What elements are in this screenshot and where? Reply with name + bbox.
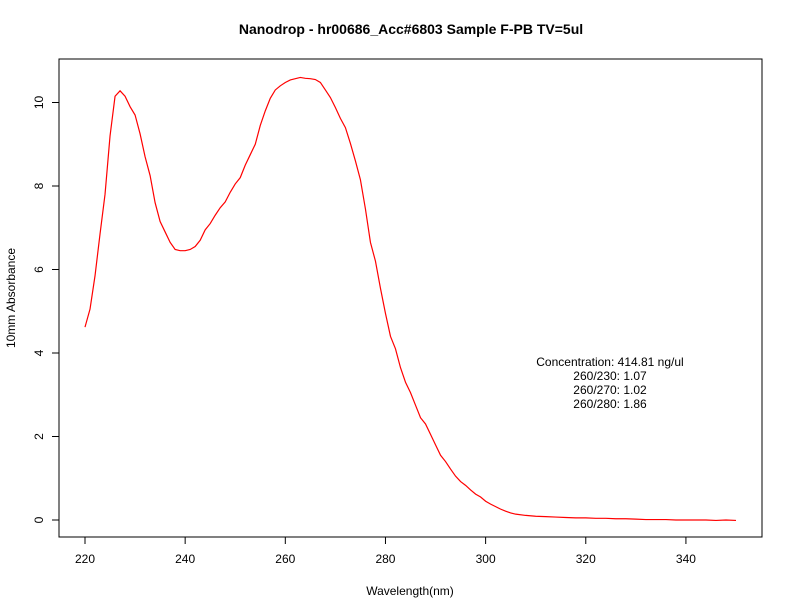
x-tick-label: 300: [476, 552, 496, 566]
x-tick-label: 340: [676, 552, 696, 566]
y-axis-label: 10mm Absorbance: [4, 248, 18, 348]
x-tick-label: 220: [75, 552, 95, 566]
y-tick-label: 6: [32, 266, 46, 273]
y-tick-label: 0: [32, 516, 46, 523]
annotation-ratio-260-270: 260/270: 1.02: [573, 383, 647, 397]
annotation-ratio-260-230: 260/230: 1.07: [573, 369, 647, 383]
x-tick-label: 240: [175, 552, 195, 566]
annotation-ratio-260-280: 260/280: 1.86: [573, 397, 647, 411]
y-tick-label: 4: [32, 349, 46, 356]
annotation-concentration: Concentration: 414.81 ng/ul: [536, 355, 683, 369]
y-axis: 0 2 4 6 8 10: [32, 96, 60, 523]
x-tick-label: 280: [375, 552, 395, 566]
x-axis: 220 240 260 280 300 320 340: [75, 536, 696, 566]
y-tick-label: 10: [32, 96, 46, 110]
x-axis-label: Wavelength(nm): [366, 584, 454, 598]
y-tick-label: 2: [32, 433, 46, 440]
annotation-block: Concentration: 414.81 ng/ul 260/230: 1.0…: [536, 355, 683, 411]
x-tick-label: 260: [275, 552, 295, 566]
y-tick-label: 8: [32, 182, 46, 189]
x-tick-label: 320: [576, 552, 596, 566]
chart-title: Nanodrop - hr00686_Acc#6803 Sample F-PB …: [239, 21, 583, 37]
absorbance-series-line: [84, 76, 737, 522]
